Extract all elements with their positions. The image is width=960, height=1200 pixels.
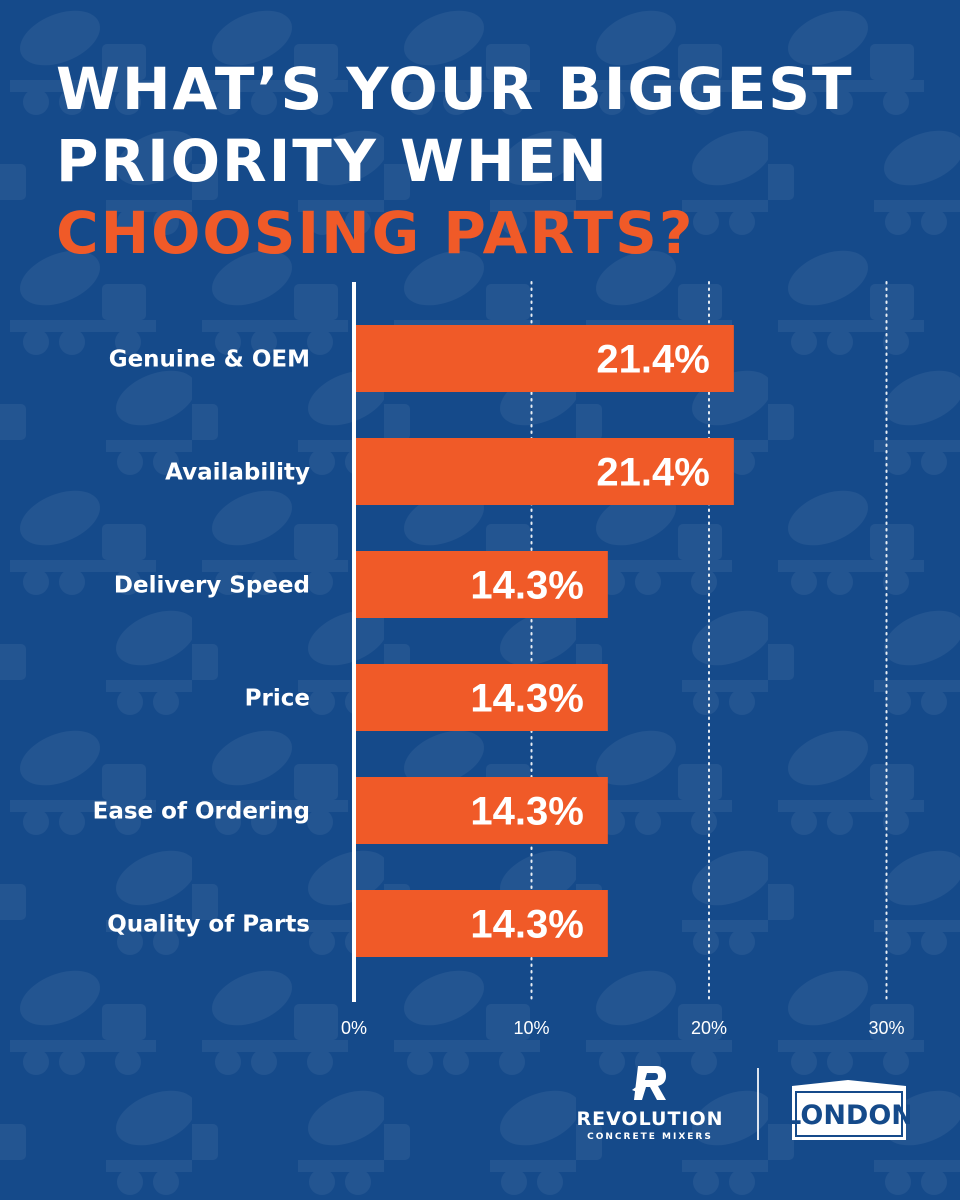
london-logo: LONDON xyxy=(790,1080,910,1140)
revolution-name: REVOLUTION xyxy=(576,1108,724,1130)
x-tick-label-20: 20% xyxy=(691,1018,727,1038)
category-label-5: Quality of Parts xyxy=(107,912,310,938)
bar-3 xyxy=(354,664,608,731)
category-label-1: Availability xyxy=(165,460,310,486)
value-label-4: 14.3% xyxy=(470,790,583,834)
value-label-0: 21.4% xyxy=(596,338,709,382)
bar-4 xyxy=(354,777,608,844)
bar-2 xyxy=(354,551,608,618)
revolution-wordmark: REVOLUTION xyxy=(560,1108,740,1130)
revolution-logo: REVOLUTION CONCRETE MIXERS xyxy=(560,1060,740,1160)
x-tick-label-30: 30% xyxy=(868,1018,904,1038)
value-label-3: 14.3% xyxy=(470,677,583,721)
category-label-3: Price xyxy=(245,686,310,712)
value-label-2: 14.3% xyxy=(470,564,583,608)
revolution-mark-icon xyxy=(632,1066,666,1100)
title-line-3-highlight: CHOOSING PARTS? xyxy=(56,199,695,267)
value-label-1: 21.4% xyxy=(596,451,709,495)
logo-divider xyxy=(757,1068,759,1140)
bar-5 xyxy=(354,890,608,957)
value-label-5: 14.3% xyxy=(470,903,583,947)
london-wordmark: LONDON xyxy=(790,1100,910,1131)
bar-0 xyxy=(354,325,734,392)
title-line-2: PRIORITY WHEN xyxy=(56,127,609,195)
bar-1 xyxy=(354,438,734,505)
revolution-tagline: CONCRETE MIXERS xyxy=(587,1132,713,1142)
x-tick-label-0: 0% xyxy=(341,1018,367,1038)
category-label-2: Delivery Speed xyxy=(114,573,310,599)
title-line-1: WHAT’S YOUR BIGGEST xyxy=(56,55,854,123)
x-tick-label-10: 10% xyxy=(513,1018,549,1038)
category-label-4: Ease of Ordering xyxy=(93,799,310,825)
category-label-0: Genuine & OEM xyxy=(109,347,310,373)
